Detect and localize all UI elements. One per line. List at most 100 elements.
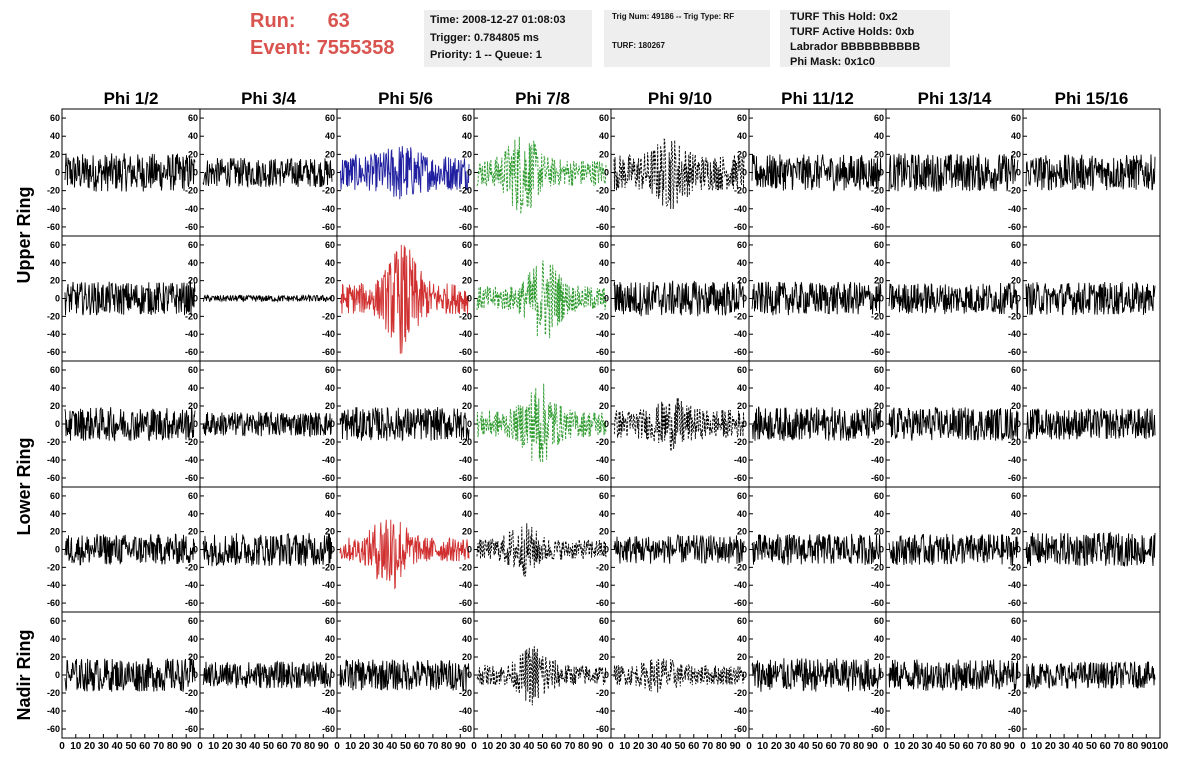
y-tick-label-r4-c3-0: 0	[330, 545, 335, 555]
y-tick-label-r4-c4-0: 0	[467, 545, 472, 555]
y-tick-label-r5-c3--40: -40	[322, 706, 335, 716]
x-tick-label-c7-10: 10	[894, 741, 906, 752]
y-tick-label-r3-c8--40: -40	[1008, 455, 1021, 465]
y-tick-label-r5-c5--60: -60	[596, 724, 609, 734]
y-tick-label-r1-c7-60: 60	[874, 113, 884, 123]
x-tick-label-c6-30: 30	[785, 741, 797, 752]
y-tick-label-r2-c4-20: 20	[462, 276, 472, 286]
y-tick-label-r1-c7--60: -60	[871, 222, 884, 232]
x-tick-label-c1-30: 30	[98, 741, 110, 752]
y-tick-label-r3-c1-20: 20	[50, 401, 60, 411]
y-tick-label-r4-c5-0: 0	[604, 545, 609, 555]
y-tick-label-r1-c6-60: 60	[737, 113, 747, 123]
y-tick-label-r1-c3--20: -20	[322, 186, 335, 196]
y-tick-label-r1-c5--60: -60	[596, 222, 609, 232]
y-tick-label-r5-c2-40: 40	[188, 634, 198, 644]
y-tick-label-r3-c5--20: -20	[596, 437, 609, 447]
y-tick-label-r1-c2--20: -20	[185, 186, 198, 196]
x-tick-label-c4-40: 40	[523, 741, 535, 752]
y-tick-label-r5-c5-20: 20	[599, 652, 609, 662]
y-tick-label-r4-c8-60: 60	[1011, 491, 1021, 501]
y-tick-label-r5-c7-60: 60	[874, 616, 884, 626]
y-tick-label-r3-c6--60: -60	[734, 473, 747, 483]
y-tick-label-r4-c3-60: 60	[325, 491, 335, 501]
x-tick-label-c7-0: 0	[883, 741, 889, 752]
y-tick-label-r3-c2-20: 20	[188, 401, 198, 411]
y-tick-label-r2-c8-40: 40	[1011, 258, 1021, 268]
waveform-r3-c4	[476, 383, 607, 463]
waveform-r5-c1	[64, 658, 196, 692]
waveform-r2-c5	[613, 280, 745, 317]
y-tick-label-r1-c1--40: -40	[47, 204, 60, 214]
y-tick-label-r1-c7--20: -20	[871, 186, 884, 196]
y-tick-label-r1-c3-20: 20	[325, 149, 335, 159]
y-tick-label-r5-c1--60: -60	[47, 724, 60, 734]
y-tick-label-r3-c3-0: 0	[330, 419, 335, 429]
waveform-r2-c4	[476, 260, 607, 339]
x-tick-label-c4-30: 30	[510, 741, 522, 752]
y-tick-label-r3-c5-60: 60	[599, 365, 609, 375]
turf-hold-text: TURF This Hold: 0x2	[790, 11, 898, 23]
y-tick-label-r1-c8-0: 0	[1016, 168, 1021, 178]
y-tick-label-r1-c3--40: -40	[322, 204, 335, 214]
y-tick-label-r2-c6-0: 0	[742, 294, 747, 304]
y-tick-label-r4-c8-40: 40	[1011, 509, 1021, 519]
y-tick-label-r1-c8-60: 60	[1011, 113, 1021, 123]
x-tick-label-c8-10: 10	[1031, 741, 1043, 752]
y-tick-label-r4-c6-60: 60	[737, 491, 747, 501]
y-tick-label-r1-c6--40: -40	[734, 204, 747, 214]
y-tick-label-r3-c6-60: 60	[737, 365, 747, 375]
x-tick-label-c4-80: 80	[578, 741, 590, 752]
y-tick-label-r5-c4--40: -40	[459, 706, 472, 716]
waveform-r4-c5	[613, 534, 745, 564]
y-tick-label-r5-c3-60: 60	[325, 616, 335, 626]
y-tick-label-r3-c2--20: -20	[185, 437, 198, 447]
x-tick-label-c8-100: 100	[1152, 741, 1169, 752]
y-tick-label-r3-c2-0: 0	[193, 419, 198, 429]
turf-active-text: TURF Active Holds: 0xb	[790, 26, 915, 38]
x-tick-label-c1-50: 50	[125, 741, 137, 752]
x-tick-label-c6-0: 0	[746, 741, 752, 752]
y-tick-label-r1-c5--20: -20	[596, 186, 609, 196]
y-tick-label-r5-c1-60: 60	[50, 616, 60, 626]
y-tick-label-r2-c2-40: 40	[188, 258, 198, 268]
x-tick-label-c1-70: 70	[153, 741, 165, 752]
y-tick-label-r5-c8--20: -20	[1008, 688, 1021, 698]
y-tick-label-r3-c8--20: -20	[1008, 437, 1021, 447]
x-tick-label-c7-80: 80	[990, 741, 1002, 752]
x-tick-label-c1-0: 0	[59, 741, 65, 752]
y-tick-label-r1-c2-40: 40	[188, 131, 198, 141]
y-tick-label-r4-c8--40: -40	[1008, 580, 1021, 590]
y-tick-label-r5-c6-0: 0	[742, 670, 747, 680]
y-tick-label-r2-c2-0: 0	[193, 294, 198, 304]
y-tick-label-r3-c5--60: -60	[596, 473, 609, 483]
y-tick-label-r5-c5--40: -40	[596, 706, 609, 716]
x-tick-label-c2-60: 60	[277, 741, 289, 752]
y-tick-label-r3-c7-40: 40	[874, 383, 884, 393]
run-line: Run: 63	[250, 8, 395, 35]
y-tick-label-r2-c3-40: 40	[325, 258, 335, 268]
x-tick-label-c6-50: 50	[812, 741, 824, 752]
x-tick-label-c5-0: 0	[608, 741, 614, 752]
x-tick-label-c3-90: 90	[455, 741, 467, 752]
ring-label-3: Nadir Ring	[14, 629, 34, 720]
y-tick-label-r2-c6--20: -20	[734, 311, 747, 321]
y-tick-label-r3-c3-40: 40	[325, 383, 335, 393]
y-tick-label-r3-c4-40: 40	[462, 383, 472, 393]
y-tick-label-r2-c3-0: 0	[330, 294, 335, 304]
x-tick-label-c1-60: 60	[139, 741, 151, 752]
y-tick-label-r4-c8-0: 0	[1016, 545, 1021, 555]
y-tick-label-r4-c3-40: 40	[325, 509, 335, 519]
x-tick-label-c6-70: 70	[839, 741, 851, 752]
y-tick-label-r3-c6-40: 40	[737, 383, 747, 393]
y-tick-label-r5-c3-40: 40	[325, 634, 335, 644]
y-tick-label-r2-c3-20: 20	[325, 276, 335, 286]
x-tick-label-c3-70: 70	[427, 741, 439, 752]
y-tick-label-r2-c5--40: -40	[596, 329, 609, 339]
y-tick-label-r5-c5-0: 0	[604, 670, 609, 680]
y-tick-label-r3-c7-60: 60	[874, 365, 884, 375]
y-tick-label-r5-c8-60: 60	[1011, 616, 1021, 626]
y-tick-label-r4-c6--20: -20	[734, 562, 747, 572]
priority-text: Priority: 1 -- Queue: 1	[430, 49, 542, 61]
y-tick-label-r5-c2-0: 0	[193, 670, 198, 680]
